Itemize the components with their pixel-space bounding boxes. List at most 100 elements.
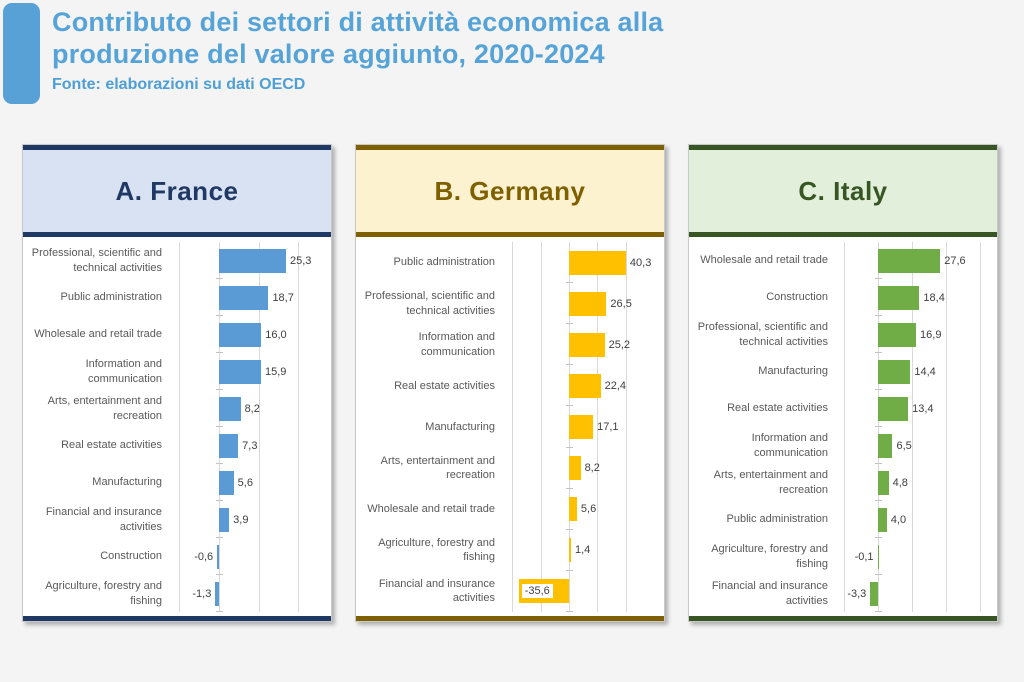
gridline [298, 390, 300, 427]
chart-row: Manufacturing 5,6 [23, 464, 331, 501]
gridline [911, 575, 913, 612]
gridline [298, 501, 300, 538]
gridline [178, 464, 180, 501]
category-label: Manufacturing [425, 420, 495, 433]
value-label: 6,5 [896, 439, 912, 452]
gridline [625, 447, 627, 489]
chart-row: Wholesale and retail trade 16,0 [23, 316, 331, 353]
category-label: Information and communication [418, 331, 495, 358]
bar [568, 456, 581, 481]
gridline [512, 570, 514, 612]
gridline [979, 464, 981, 501]
chart-row: Arts, entertainment and recreation 8,2 [23, 390, 331, 427]
gridline [625, 365, 627, 407]
bar [218, 285, 269, 310]
bar [218, 359, 261, 384]
gridline [911, 427, 913, 464]
chart-row: Public administration 4,0 [689, 501, 997, 538]
value-label: 22,4 [604, 379, 627, 392]
gridline [218, 538, 220, 575]
bar [877, 396, 909, 421]
gridline [625, 406, 627, 448]
gridline [298, 242, 300, 279]
france-chart-area: Professional, scientific and technical a… [23, 237, 331, 616]
gridline [512, 242, 514, 284]
category-label: Public administration [726, 513, 829, 526]
category-label: Real estate activities [61, 439, 162, 452]
gridline [512, 283, 514, 325]
bar [215, 581, 219, 606]
axis-tick [874, 315, 882, 316]
axis-tick [565, 323, 573, 325]
category-label: Public administration [393, 256, 496, 269]
chart-row: Construction 18,4 [689, 279, 997, 316]
bar [568, 291, 607, 316]
plot-area: -0,1 [837, 538, 991, 575]
value-label: 16,0 [265, 328, 287, 341]
gridline [512, 447, 514, 489]
plot-area: 16,0 [171, 316, 325, 353]
gridline [178, 353, 180, 390]
gridline [540, 406, 542, 448]
gridline [625, 242, 627, 284]
axis-tick [874, 463, 882, 464]
category-label: Financial and insurance activities [45, 506, 162, 533]
chart-row: Real estate activities 22,4 [356, 365, 664, 407]
gridline [597, 447, 599, 489]
plot-area: 5,6 [171, 464, 325, 501]
panel-germany-accent-bottom [356, 616, 664, 621]
plot-area: 16,9 [837, 316, 991, 353]
gridline [979, 242, 981, 279]
category-label: Information and communication [751, 432, 828, 459]
value-label: 3,9 [233, 513, 249, 526]
chart-row: Agriculture, forestry and fishing 1,4 [356, 529, 664, 571]
plot-area: 17,1 [504, 406, 658, 448]
gridline [258, 501, 260, 538]
bar [877, 359, 911, 384]
gridline [258, 575, 260, 612]
category-label: Agriculture, forestry and fishing [378, 537, 495, 564]
gridline [877, 575, 879, 612]
bar [877, 285, 920, 310]
gridline [597, 570, 599, 612]
plot-area: -3,3 [837, 575, 991, 612]
chart-row: Financial and insurance activities 3,9 [23, 501, 331, 538]
plot-area: 25,2 [504, 324, 658, 366]
gridline [911, 501, 913, 538]
gridline [258, 538, 260, 575]
gridline [843, 427, 845, 464]
gridline [979, 575, 981, 612]
gridline [979, 538, 981, 575]
gridline [178, 538, 180, 575]
value-label: -0,6 [194, 550, 214, 563]
gridline [512, 365, 514, 407]
gridline [625, 570, 627, 612]
axis-tick [215, 574, 223, 575]
plot-area: 27,6 [837, 242, 991, 279]
bar [568, 332, 605, 357]
axis-tick [874, 426, 882, 427]
category-label: Arts, entertainment and recreation [47, 395, 162, 422]
value-label: 26,5 [610, 297, 632, 310]
axis-tick [565, 569, 573, 571]
axis-tick [215, 389, 223, 390]
plot-area: 5,6 [504, 488, 658, 530]
category-label: Agriculture, forestry and fishing [711, 543, 828, 570]
gridline [843, 353, 845, 390]
category-label: Wholesale and retail trade [367, 503, 495, 516]
value-label: 25,2 [608, 338, 631, 351]
axis-tick [565, 282, 573, 284]
value-label: 18,7 [272, 291, 294, 304]
gridline [625, 529, 627, 571]
gridline [877, 538, 879, 575]
category-label: Manufacturing [92, 476, 162, 489]
gridline [298, 575, 300, 612]
gridline [843, 575, 845, 612]
bar [218, 507, 230, 532]
value-label: -1,3 [192, 587, 212, 600]
gridline [945, 390, 947, 427]
plot-area: 6,5 [837, 427, 991, 464]
category-label: Financial and insurance activities [711, 580, 828, 607]
gridline [178, 390, 180, 427]
value-label: 14,4 [914, 365, 936, 378]
